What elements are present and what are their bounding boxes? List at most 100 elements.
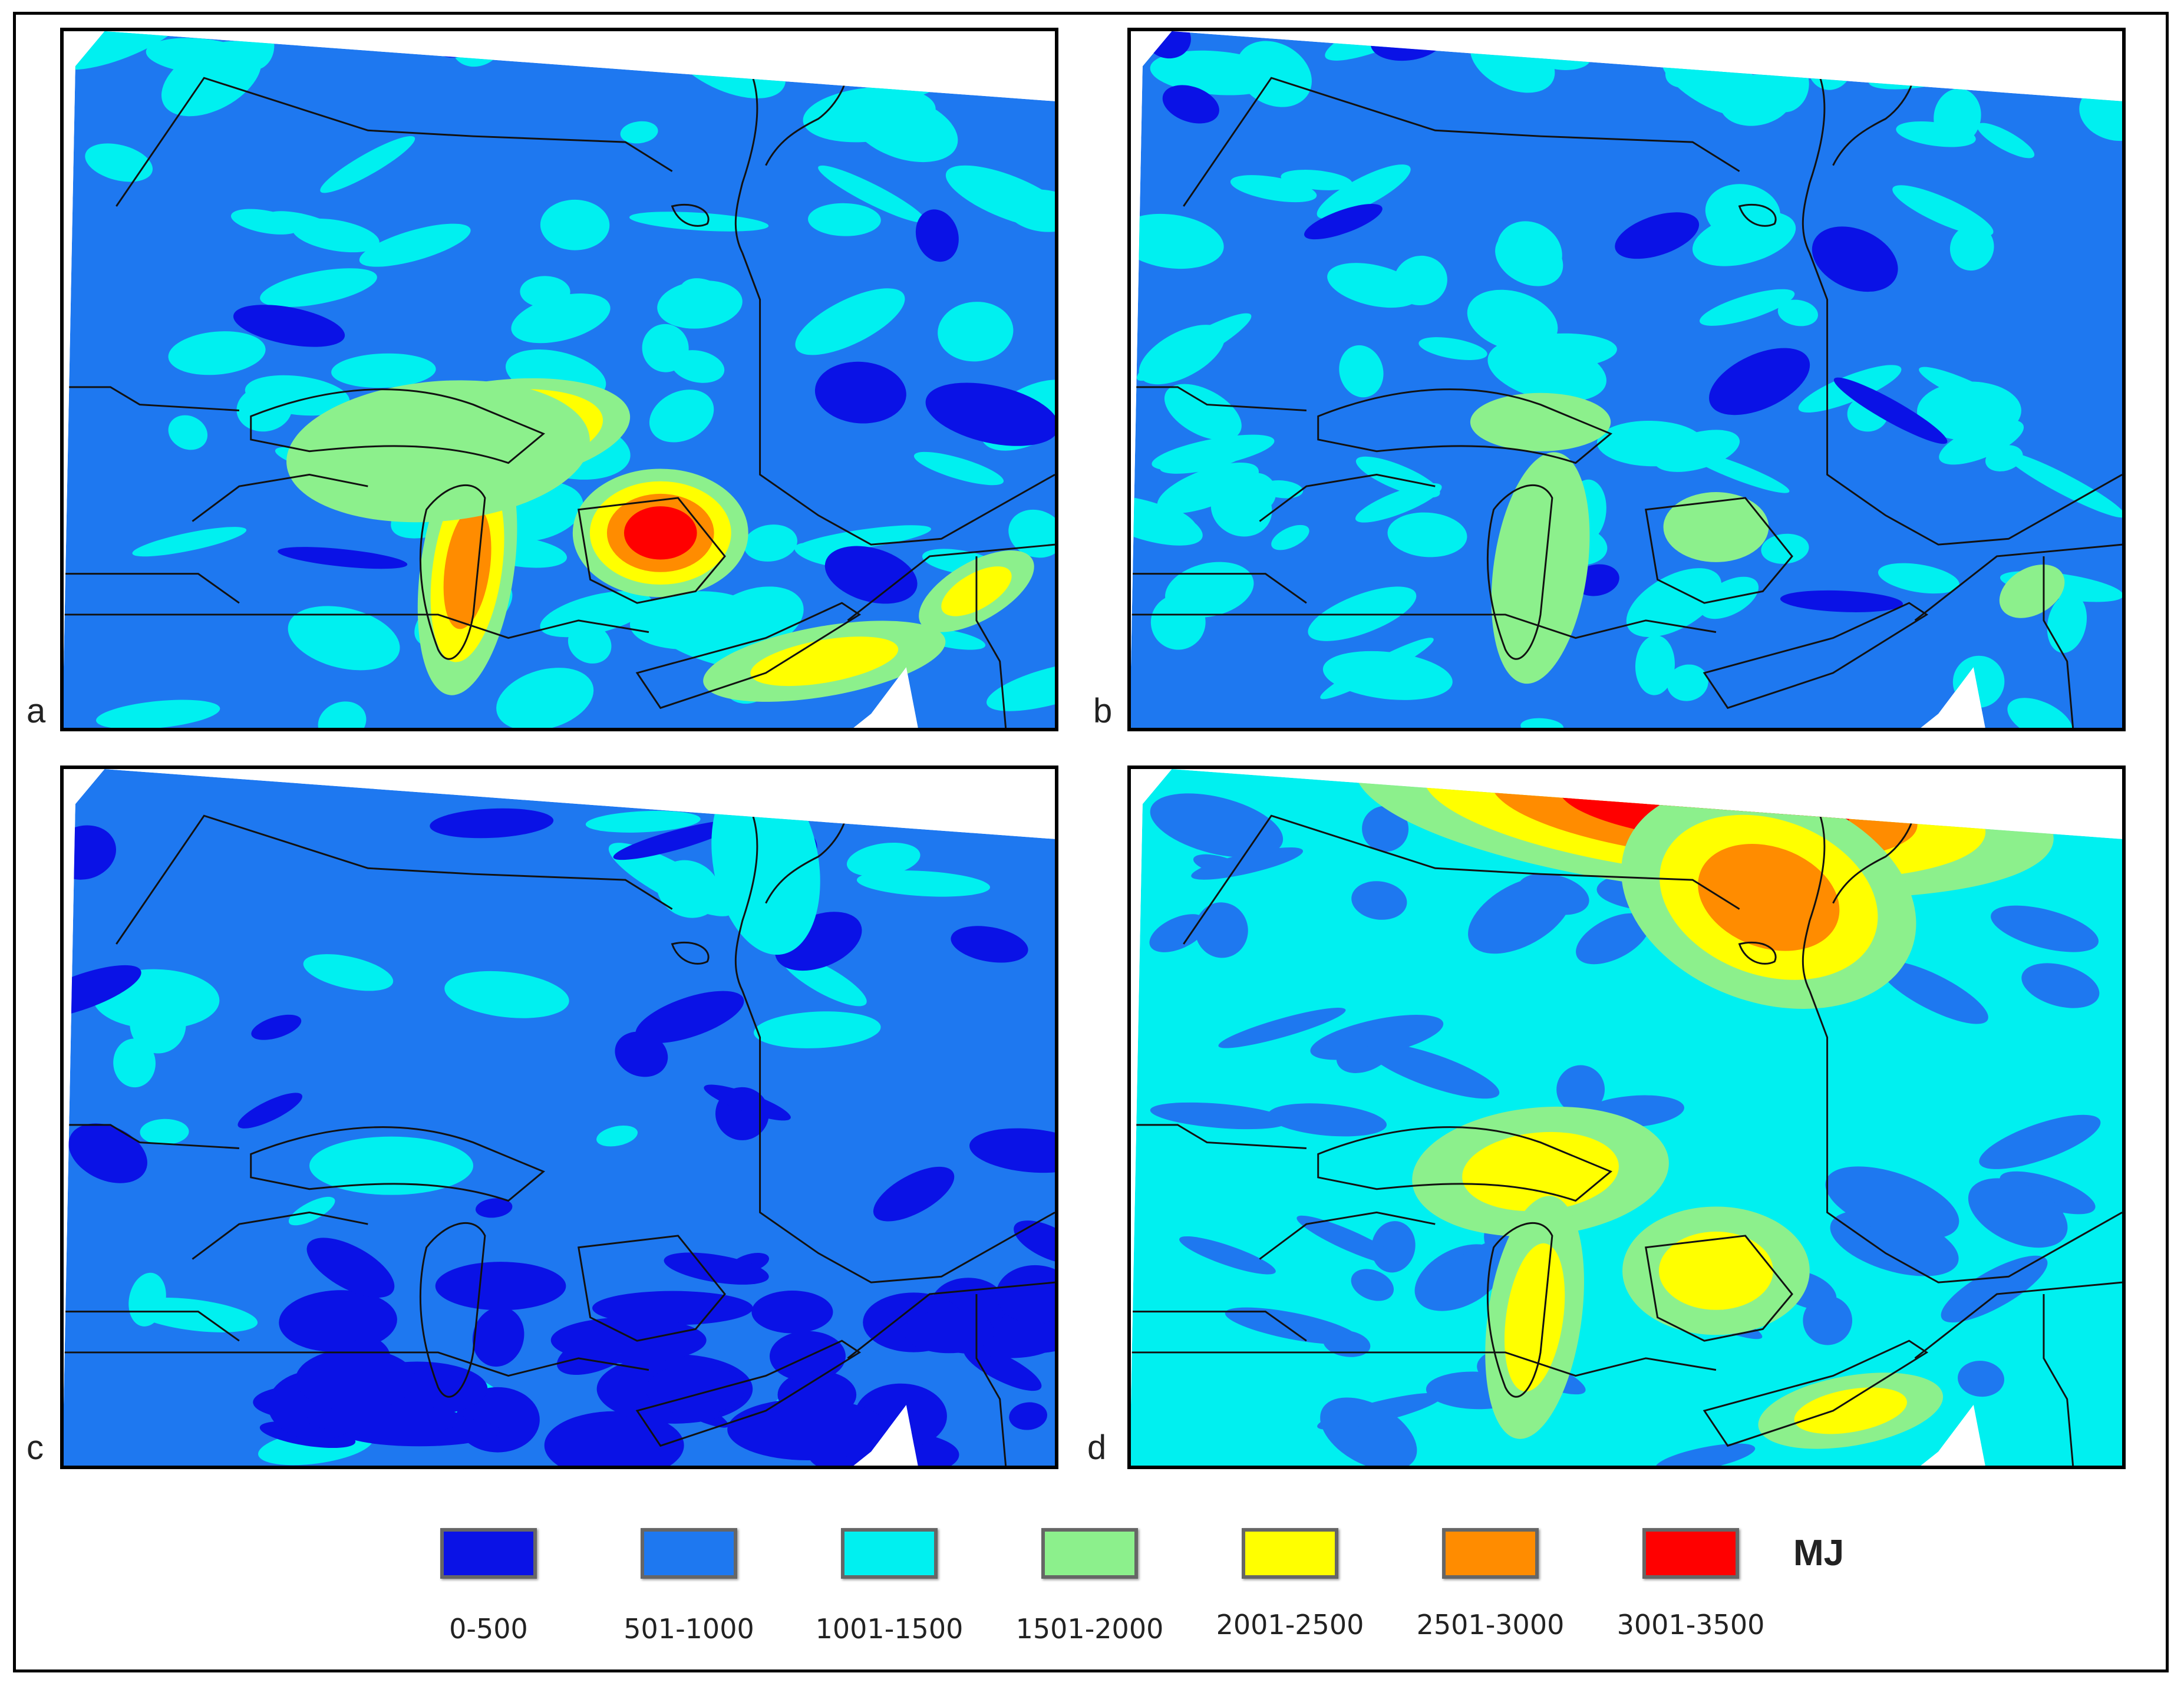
legend-label-501-1000: 501-1000 xyxy=(623,1613,754,1645)
energy-patch xyxy=(1958,1361,2005,1397)
energy-patch xyxy=(592,1291,753,1325)
energy-patch xyxy=(2047,593,2087,653)
energy-patch xyxy=(1991,905,2099,952)
panel-letter-c: c xyxy=(27,1428,44,1467)
legend-label-1001-1500: 1001-1500 xyxy=(815,1613,964,1645)
legend-label-2501-3000: 2501-3000 xyxy=(1416,1609,1565,1641)
energy-patch xyxy=(1230,175,1317,203)
energy-patch xyxy=(168,415,208,450)
energy-patch xyxy=(230,209,301,235)
boundary-line xyxy=(1703,602,1929,710)
boundary-line xyxy=(847,543,1055,622)
legend-swatch-1501-2000 xyxy=(1041,1528,1138,1579)
boundary-line xyxy=(734,803,758,991)
energy-patch xyxy=(2004,451,2122,518)
energy-patch xyxy=(814,361,906,424)
energy-patch xyxy=(1009,1402,1047,1430)
energy-patch xyxy=(1362,806,1409,852)
energy-patch xyxy=(2083,769,2122,823)
energy-patch xyxy=(1131,496,1203,546)
boundary-line xyxy=(1809,990,2122,1284)
energy-patch xyxy=(1833,377,1948,444)
energy-patch xyxy=(1339,345,1384,398)
boundary-line xyxy=(1259,473,1436,522)
energy-patch xyxy=(1304,204,1383,240)
energy-patch xyxy=(95,700,220,728)
energy-patch xyxy=(1709,348,1810,415)
energy-patch xyxy=(2021,963,2100,1008)
energy-patch xyxy=(550,1317,707,1364)
boundary-line xyxy=(1131,1311,1307,1342)
boundary-line xyxy=(64,1311,240,1342)
energy-hotspot xyxy=(1698,843,1840,951)
boundary-line xyxy=(1914,1281,2122,1360)
energy-patch xyxy=(613,820,737,860)
energy-patch xyxy=(915,209,959,262)
boundary-line xyxy=(578,1235,726,1342)
energy-patch xyxy=(64,965,141,1019)
boundary-line xyxy=(64,1351,649,1377)
boundary-line xyxy=(1645,1235,1793,1342)
energy-patch xyxy=(1418,337,1487,361)
energy-patch xyxy=(987,661,1055,711)
map-panel-d xyxy=(1127,766,2126,1469)
energy-patch xyxy=(945,165,1055,229)
energy-patch xyxy=(996,1265,1055,1324)
energy-patch xyxy=(963,1345,1042,1391)
energy-patch xyxy=(1157,462,1259,514)
energy-hotspot xyxy=(1663,492,1769,562)
energy-patch xyxy=(1468,876,1572,954)
energy-patch xyxy=(620,121,658,144)
energy-patch xyxy=(1351,881,1407,920)
energy-patch xyxy=(1977,123,2035,159)
energy-patch xyxy=(925,382,1055,446)
energy-patch xyxy=(803,31,862,82)
energy-patch xyxy=(1150,793,1284,858)
boundary-line xyxy=(635,1339,862,1447)
boundary-line xyxy=(734,65,758,253)
energy-patch xyxy=(1667,664,1708,701)
energy-patch xyxy=(140,1118,189,1145)
energy-patch xyxy=(808,203,881,236)
energy-patch xyxy=(938,302,1014,362)
energy-hotspot xyxy=(443,507,491,629)
energy-patch xyxy=(751,1291,833,1334)
boundary-line xyxy=(1131,573,1307,604)
energy-patch xyxy=(1322,651,1453,700)
boundary-line xyxy=(250,388,546,464)
map-field xyxy=(1131,31,2122,728)
energy-hotspot xyxy=(1999,564,2065,618)
boundary-line xyxy=(64,1124,239,1149)
energy-patch xyxy=(818,165,925,223)
energy-patch xyxy=(548,677,590,705)
map-a-canvas xyxy=(64,31,1055,728)
panel-letter-b: b xyxy=(1093,692,1113,730)
boundary-line xyxy=(578,497,726,604)
energy-patch xyxy=(1626,568,1722,637)
boundary-line xyxy=(2043,1294,2074,1466)
energy-patch xyxy=(288,1196,335,1226)
energy-patch xyxy=(1812,226,1898,292)
energy-patch xyxy=(113,1038,156,1088)
energy-patch xyxy=(1892,185,1994,236)
boundary-line xyxy=(419,1222,486,1398)
boundary-line xyxy=(1738,203,1777,227)
energy-hotspot xyxy=(1491,452,1590,684)
energy-patch xyxy=(1556,1065,1605,1114)
boundary-line xyxy=(1259,1211,1436,1260)
map-field xyxy=(64,31,1055,728)
boundary-line xyxy=(741,252,1055,546)
energy-patch xyxy=(795,288,905,355)
energy-hotspot xyxy=(1794,1387,1907,1434)
energy-patch xyxy=(1803,1296,1853,1345)
map-panel-b xyxy=(1127,28,2126,731)
legend-label-2001-2500: 2001-2500 xyxy=(1216,1609,1364,1641)
energy-patch xyxy=(1780,590,1903,612)
energy-patch xyxy=(1271,524,1309,550)
energy-patch xyxy=(1601,769,1713,799)
energy-patch xyxy=(306,1404,466,1434)
energy-patch xyxy=(1310,1015,1444,1060)
energy-patch xyxy=(1268,1103,1387,1137)
energy-patch xyxy=(727,1398,889,1460)
energy-patch xyxy=(596,1125,638,1147)
